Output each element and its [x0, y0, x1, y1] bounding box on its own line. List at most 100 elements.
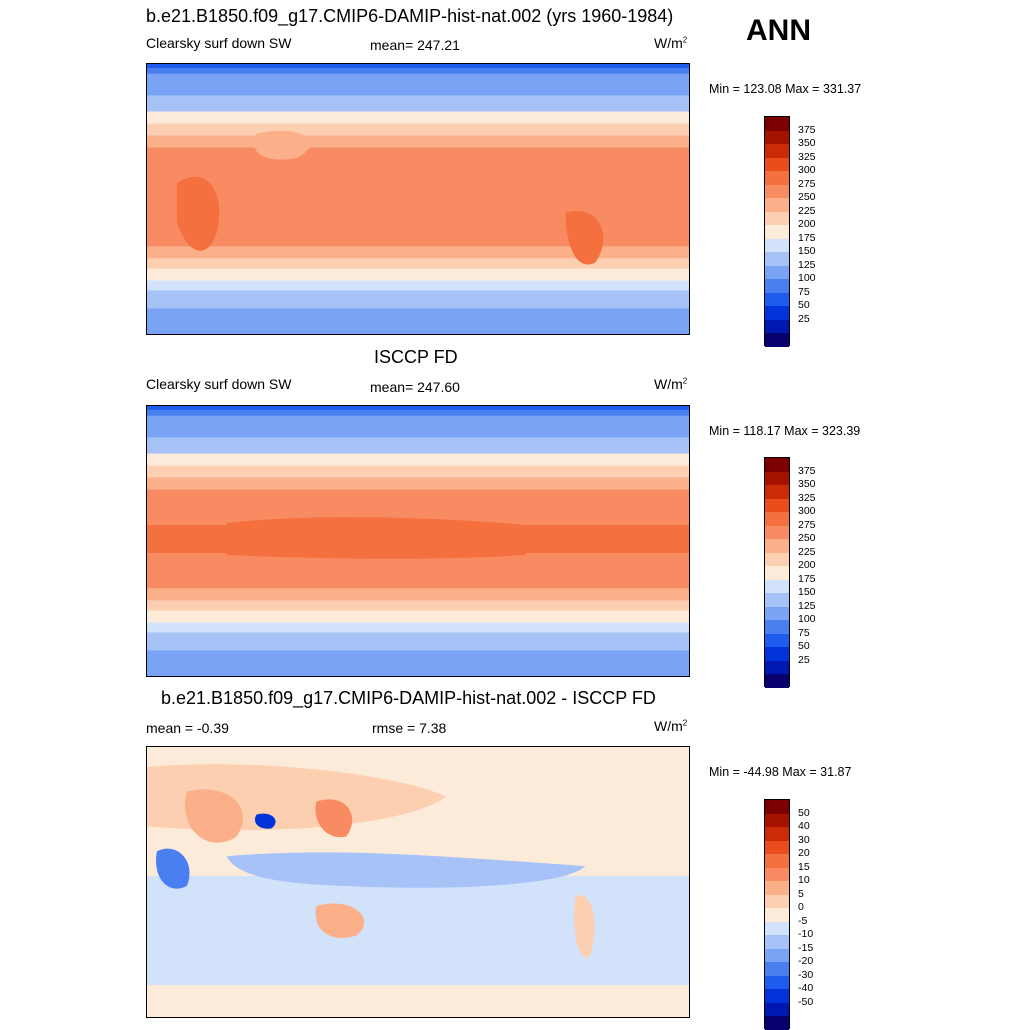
- colorbar-tick-label: 325: [798, 150, 816, 163]
- colorbar-swatch: [765, 921, 789, 935]
- field-band: [147, 246, 689, 259]
- colorbar-swatch: [765, 279, 789, 293]
- sahara-positive: [184, 789, 244, 843]
- field-band: [147, 290, 689, 309]
- africa-high: [176, 176, 220, 251]
- panel2-minmax: Min = 118.17 Max = 323.39: [709, 424, 861, 438]
- colorbar-swatch: [765, 144, 789, 158]
- colorbar-tick-label: 275: [798, 177, 816, 190]
- colorbar-swatch: [765, 813, 789, 827]
- colorbar-swatch: [765, 333, 789, 347]
- colorbar-tick-label: 15: [798, 860, 810, 873]
- colorbar-tick-label: 40: [798, 820, 810, 832]
- colorbar-swatch: [765, 1016, 789, 1030]
- colorbar-tick-label: -40: [798, 982, 814, 994]
- colorbar-swatch: [765, 593, 789, 607]
- colorbar-tick-label: -20: [798, 955, 814, 967]
- colorbar-swatch: [765, 238, 789, 252]
- colorbar-tick-label: 250: [798, 532, 816, 544]
- polar-low: [147, 406, 689, 410]
- field-band: [147, 111, 689, 124]
- panel2-title: ISCCP FD: [374, 347, 458, 367]
- colorbar-swatch: [765, 894, 789, 908]
- colorbar-swatch: [765, 606, 789, 620]
- panel1-variable: Clearsky surf down SW: [146, 35, 292, 51]
- australia-positive: [315, 903, 365, 938]
- colorbar-swatch: [765, 1002, 789, 1016]
- colorbar-swatch: [765, 319, 789, 333]
- colorbar-tick-label: 150: [798, 245, 816, 257]
- colorbar-tick-label: -5: [798, 914, 808, 927]
- colorbar-tick-label: 20: [798, 847, 810, 859]
- africa-negative: [155, 848, 190, 889]
- colorbar-swatch: [765, 647, 789, 661]
- colorbar-swatch: [765, 800, 789, 814]
- colorbar-swatch: [765, 498, 789, 512]
- panel3-title: b.e21.B1850.f09_g17.CMIP6-DAMIP-hist-nat…: [161, 688, 656, 708]
- colorbar-swatch: [765, 117, 789, 131]
- colorbar-tick-label: 25: [798, 653, 810, 666]
- china-positive: [315, 799, 353, 838]
- field-band: [147, 622, 689, 633]
- field-band: [147, 600, 689, 611]
- andes-positive: [574, 895, 595, 958]
- colorbar-tick-label: 75: [798, 626, 810, 639]
- panel1-mean: mean= 247.21: [370, 37, 460, 53]
- field-band: [147, 95, 689, 112]
- colorbar-swatch: [765, 512, 789, 526]
- diff-south-band: [147, 876, 689, 986]
- panel3-colorbar: 50 40 30 20 15 10 5 0 -5 -10 -15 -20 -30 -40 -50: [764, 799, 813, 1030]
- colorbar-swatch: [765, 157, 789, 171]
- field-band: [147, 135, 689, 148]
- colorbar-swatch: [765, 306, 789, 320]
- colorbar-tick-label: 175: [798, 572, 816, 585]
- field-band: [147, 268, 689, 281]
- panel2-colorbar: 375 350 325 300 275 250 225 200 175 150 125 100 75 50…: [764, 457, 816, 688]
- colorbar-tick-label: -30: [798, 968, 814, 981]
- field-band: [147, 73, 689, 96]
- colorbar-tick-label: -10: [798, 928, 814, 940]
- panel3-rmse: rmse = 7.38: [372, 720, 447, 736]
- colorbar-swatch: [765, 881, 789, 895]
- colorbar-swatch: [765, 265, 789, 279]
- field-band: [147, 650, 689, 676]
- panel1-minmax: Min = 123.08 Max = 331.37: [709, 82, 862, 96]
- colorbar-tick-label: 325: [798, 491, 816, 504]
- panel3-units: W/m2: [654, 718, 688, 734]
- colorbar-swatch: [765, 948, 789, 962]
- field-band: [147, 258, 689, 269]
- colorbar-swatch: [765, 660, 789, 674]
- field-band: [147, 280, 689, 291]
- colorbar-tick-label: 300: [798, 164, 816, 176]
- colorbar-swatch: [765, 211, 789, 225]
- colorbar-swatch: [765, 620, 789, 634]
- colorbar-tick-label: 350: [798, 137, 816, 149]
- colorbar-swatch: [765, 908, 789, 922]
- panel2-mean: mean= 247.60: [370, 379, 460, 395]
- tibet-high: [254, 130, 311, 160]
- colorbar-tick-label: 25: [798, 312, 810, 325]
- colorbar-swatch: [765, 184, 789, 198]
- colorbar-tick-label: 375: [798, 123, 816, 136]
- colorbar-tick-label: 100: [798, 613, 816, 625]
- colorbar-swatch: [765, 458, 789, 472]
- samerica-high: [565, 210, 604, 265]
- colorbar-swatch: [765, 198, 789, 212]
- panel3-mean: mean = -0.39: [146, 720, 229, 736]
- panel2-variable: Clearsky surf down SW: [146, 376, 292, 392]
- colorbar-swatch: [765, 566, 789, 580]
- field-band: [147, 415, 689, 438]
- colorbar-swatch: [765, 252, 789, 266]
- colorbar-swatch: [765, 471, 789, 485]
- panel1-colorbar: 375 350 325 300 275 250 225 200 175 150 125 100 75 50…: [764, 116, 816, 347]
- colorbar-swatch: [765, 292, 789, 306]
- panel1-title: b.e21.B1850.f09_g17.CMIP6-DAMIP-hist-nat…: [146, 6, 674, 26]
- field-band: [147, 406, 689, 416]
- panel3-field: [147, 747, 689, 1017]
- colorbar-tick-label: 50: [798, 806, 810, 819]
- tropics-negative: [226, 852, 586, 888]
- colorbar-swatch: [765, 130, 789, 144]
- colorbar-tick-label: 300: [798, 505, 816, 517]
- colorbar-swatch: [765, 854, 789, 868]
- panel2-map: [146, 405, 690, 677]
